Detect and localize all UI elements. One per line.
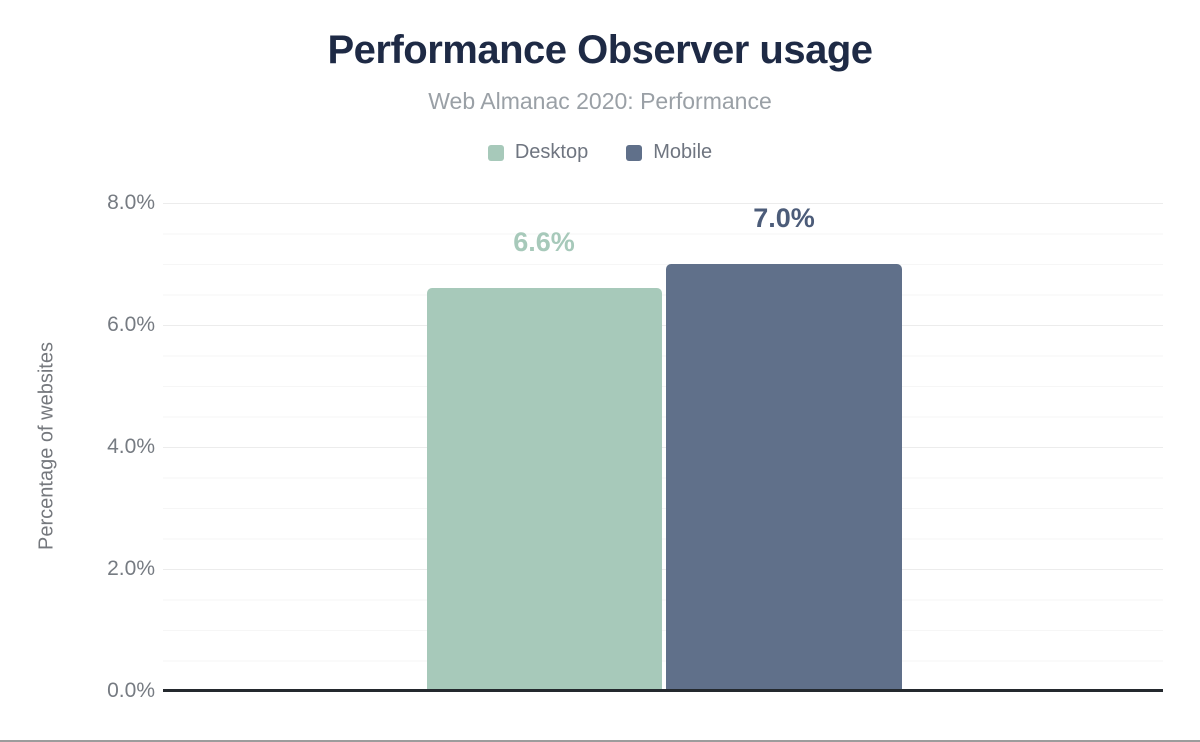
legend-label-mobile: Mobile: [653, 141, 713, 163]
legend-item-mobile[interactable]: Mobile: [626, 141, 712, 164]
legend-item-desktop[interactable]: Desktop: [487, 141, 589, 164]
legend-label-desktop: Desktop: [514, 141, 589, 163]
y-tick-label: 8.0%: [107, 191, 155, 214]
x-axis-line: [163, 689, 1163, 692]
plot-area: 6.6% 7.0%: [163, 203, 1163, 692]
chart-subtitle: Web Almanac 2020: Performance: [428, 88, 772, 114]
y-tick-label: 0.0%: [107, 679, 155, 702]
bar-value-label-desktop: 6.6%: [513, 227, 575, 258]
legend: Desktop Mobile: [0, 141, 1200, 164]
bar-mobile[interactable]: [666, 264, 902, 691]
y-tick-label: 4.0%: [107, 435, 155, 458]
chart-title: Performance Observer usage: [327, 28, 873, 72]
desktop-swatch-icon: [487, 144, 504, 161]
bar-desktop[interactable]: [427, 288, 662, 691]
mobile-swatch-icon: [626, 144, 643, 161]
y-tick-label: 6.0%: [107, 313, 155, 336]
y-tick-label: 2.0%: [107, 557, 155, 580]
bar-value-label-mobile: 7.0%: [753, 203, 815, 233]
